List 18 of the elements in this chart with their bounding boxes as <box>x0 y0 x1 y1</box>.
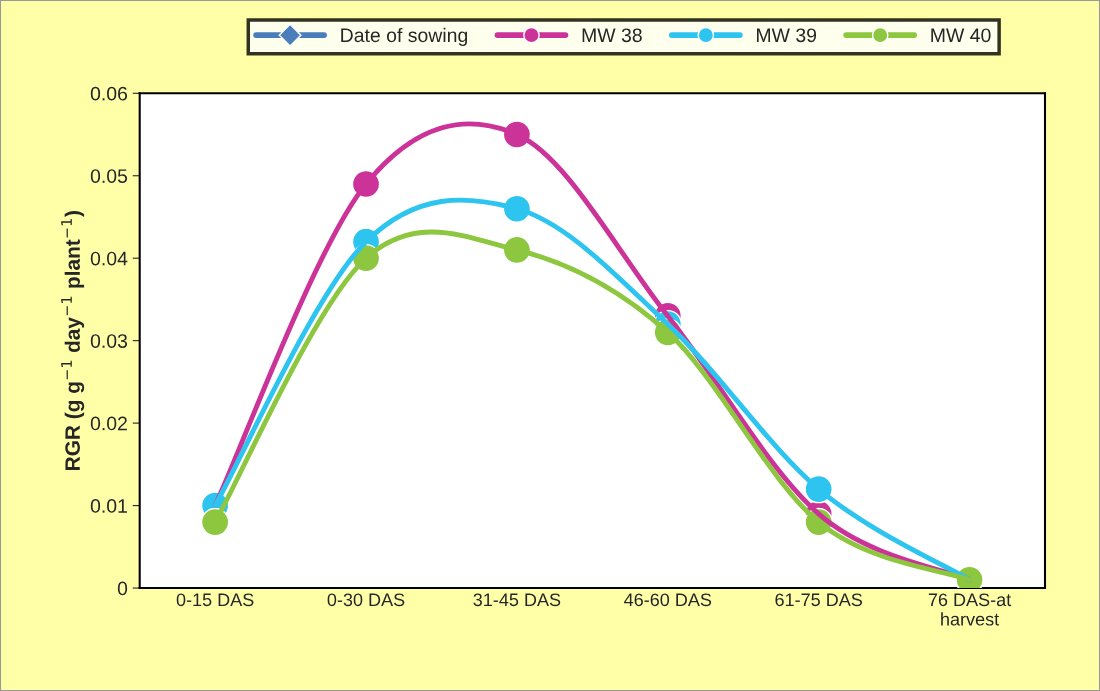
x-tick-label: 0-30 DAS <box>327 593 405 607</box>
legend-label: MW 40 <box>931 28 991 43</box>
y-tick-label: 0.06 <box>90 86 128 101</box>
x-tick-label: 0-15 DAS <box>176 593 254 607</box>
y-tick-label: 0.01 <box>90 499 127 513</box>
y-tick-label: 0.05 <box>90 169 128 183</box>
x-tick-label: 46-60 DAS <box>624 593 712 607</box>
y-tick-label: 0 <box>117 581 128 596</box>
x-tick-label: 61-75 DAS <box>775 593 863 607</box>
legend-label: Date of sowing <box>341 27 468 46</box>
y-tick-label: 0.04 <box>90 251 128 266</box>
x-tick-label: 76 DAS-at harvest <box>928 593 1012 626</box>
y-tick-label: 0.02 <box>90 416 127 431</box>
y-axis-title: RGR (g g$^{−1}$ day$^{−1}$ plant$^{−1}$) <box>61 211 85 470</box>
y-tick-label: 0.03 <box>90 334 128 348</box>
x-tick-label: 31-45 DAS <box>473 593 561 607</box>
legend-label: MW 39 <box>757 28 817 43</box>
legend-label: MW 38 <box>582 28 642 43</box>
